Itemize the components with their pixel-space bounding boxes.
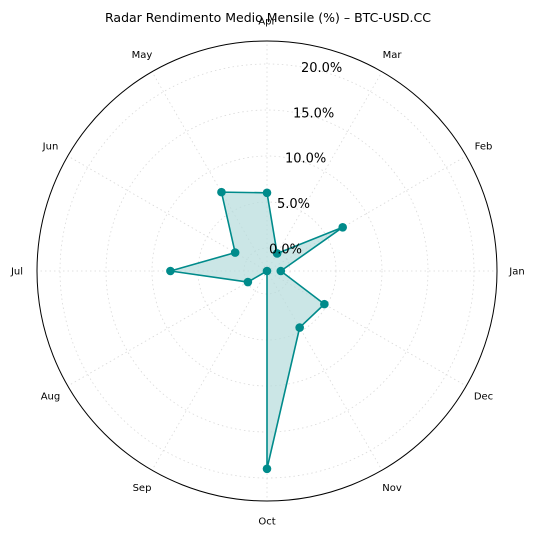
radar-series — [166, 187, 347, 474]
category-label: Apr — [258, 17, 276, 28]
data-point — [262, 188, 272, 198]
data-point — [276, 266, 286, 276]
chart-title: Radar Rendimento Medio Mensile (%) – BTC… — [105, 10, 431, 25]
category-label: May — [132, 50, 153, 61]
category-label: Jan — [508, 267, 524, 278]
category-label: Feb — [475, 142, 493, 153]
data-point — [272, 249, 282, 258]
grid-spoke — [151, 270, 268, 471]
data-point — [217, 187, 226, 197]
category-label: Nov — [382, 483, 402, 494]
data-point — [295, 323, 304, 332]
data-point — [230, 248, 240, 257]
category-label: Sep — [133, 483, 152, 494]
series-area — [170, 192, 343, 469]
radar-labels: 0.0% 5.0% 10.0% 15.0% 20.0% Jan Feb Mar Apr May Ju… — [10, 17, 525, 528]
data-point — [243, 277, 253, 287]
radial-tick-label: 0.0% — [269, 242, 302, 257]
grid-spoke — [67, 270, 268, 387]
radial-tick-label: 15.0% — [293, 106, 334, 121]
data-point — [262, 464, 272, 474]
radial-tick-label: 5.0% — [277, 197, 310, 212]
data-point — [262, 266, 272, 276]
category-label: Oct — [258, 517, 275, 528]
data-point — [338, 223, 347, 232]
data-point — [320, 299, 329, 309]
category-label: Aug — [41, 392, 61, 403]
data-point — [166, 266, 175, 276]
category-label: Dec — [474, 392, 493, 403]
radial-tick-label: 20.0% — [301, 61, 342, 76]
category-label: Jul — [10, 267, 23, 278]
radial-tick-label: 10.0% — [285, 152, 326, 167]
category-label: Mar — [383, 50, 403, 61]
category-label: Jun — [42, 142, 59, 153]
outer-ring — [36, 40, 498, 502]
